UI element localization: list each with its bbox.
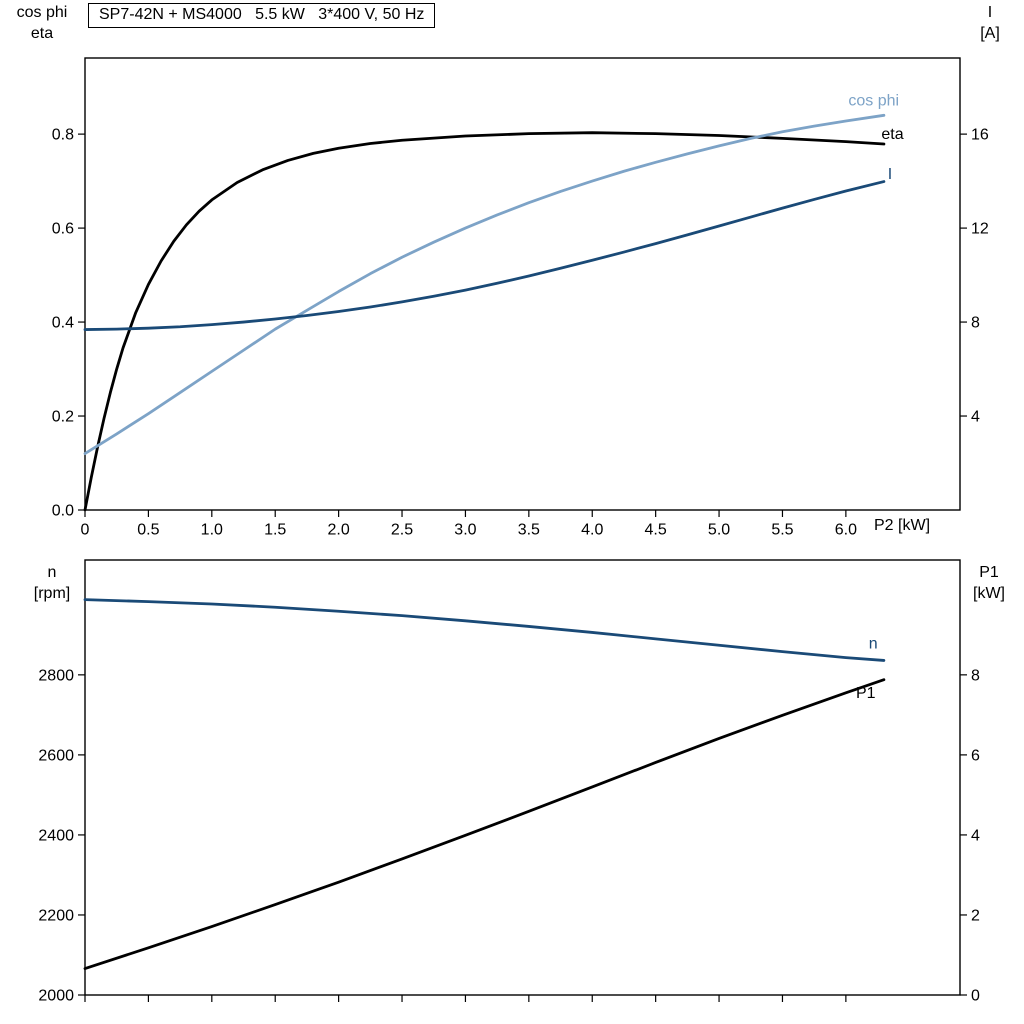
curve-label-eta: eta: [881, 126, 903, 143]
y-right-tick-label: 12: [971, 221, 989, 238]
p1-axis-label: P1: [979, 564, 999, 581]
x-tick-label: 4.0: [581, 521, 603, 538]
x-tick-label: 6.0: [835, 521, 857, 538]
y-right-tick-label: 6: [971, 747, 980, 764]
y-left-tick-label: 0.0: [52, 503, 74, 520]
current-axis-label: I: [987, 4, 993, 21]
cos-phi-curve: [83, 113, 886, 456]
left-axis-title-top-panel: cos phi eta: [0, 2, 84, 44]
x-tick-label: 5.5: [771, 521, 793, 538]
y-left-tick-label: 2200: [38, 907, 74, 924]
bottom-chart-panel: 2000 2200 2400 2600 2800 0 2 4 6 8 n P1: [38, 559, 980, 1005]
y-left-tick-label: 2000: [38, 988, 74, 1005]
x-tick-label: 3.5: [518, 521, 540, 538]
y-right-tick-label: 4: [971, 827, 980, 844]
right-axis-title-bottom-panel: P1 [kW]: [960, 562, 1018, 604]
curve-label-p1: P1: [856, 685, 876, 702]
x-tick-label: 0: [81, 521, 90, 538]
top-chart-panel: 0 0.5 1.0 1.5 2.0 2.5 3.0 3.5 4.0 4.5 5.0 5.5 6.0 0.0…: [52, 57, 989, 539]
x-tick-label: 1.5: [264, 521, 286, 538]
x-tick-label: 0.5: [137, 521, 159, 538]
kw-unit-label: [kW]: [973, 585, 1005, 602]
y-left-tick-label: 2600: [38, 747, 74, 764]
y-right-tick-label: 2: [971, 907, 980, 924]
y-left-tick-label: 0.4: [52, 315, 74, 332]
rpm-unit-label: [rpm]: [33, 585, 71, 602]
p1-curve: [83, 678, 886, 970]
y-left-tick-label: 0.8: [52, 127, 74, 144]
y-left-tick-label: 2400: [38, 827, 74, 844]
chart-title-box: SP7-42N + MS4000 5.5 kW 3*400 V, 50 Hz: [88, 3, 436, 28]
right-axis-title-top-panel: I [A]: [962, 2, 1018, 44]
y-left-tick-label: 0.2: [52, 409, 74, 426]
plot-frame: [84, 57, 961, 511]
y-left-tick-label: 2800: [38, 667, 74, 684]
speed-axis-label: n: [47, 564, 57, 581]
x-tick-label: 4.5: [645, 521, 667, 538]
y-right-tick-label: 8: [971, 667, 980, 684]
cos-phi-axis-label: cos phi: [16, 4, 68, 21]
curve-label-cos-phi: cos phi: [848, 92, 899, 109]
left-axis-title-bottom-panel: n [rpm]: [14, 562, 90, 604]
x-tick-label: 3.0: [454, 521, 476, 538]
curve-label-n: n: [869, 636, 878, 653]
x-tick-label: 2.5: [391, 521, 413, 538]
curve-label-i: I: [888, 166, 892, 183]
y-right-tick-label: 16: [971, 127, 989, 144]
tick-labels: 2000 2200 2400 2600 2800 0 2 4 6 8: [38, 667, 980, 1004]
y-right-tick-label: 0: [971, 988, 980, 1005]
eta-curve: [83, 131, 886, 512]
y-right-tick-label: 8: [971, 315, 980, 332]
plot-frame: [84, 559, 961, 996]
y-right-tick-label: 4: [971, 409, 980, 426]
x-tick-label: 5.0: [708, 521, 730, 538]
i-curve: [83, 180, 886, 331]
axis-ticks: [78, 674, 967, 1002]
x-tick-label: 1.0: [201, 521, 223, 538]
x-axis-title: P2 [kW]: [874, 517, 931, 534]
x-tick-label: 2.0: [327, 521, 349, 538]
tick-labels: 0 0.5 1.0 1.5 2.0 2.5 3.0 3.5 4.0 4.5 5.0 5.5 6.0 0.0…: [52, 127, 989, 539]
n-curve: [83, 598, 886, 662]
ampere-unit-label: [A]: [980, 25, 1000, 42]
y-left-tick-label: 0.6: [52, 221, 74, 238]
eta-axis-label: eta: [30, 25, 54, 42]
